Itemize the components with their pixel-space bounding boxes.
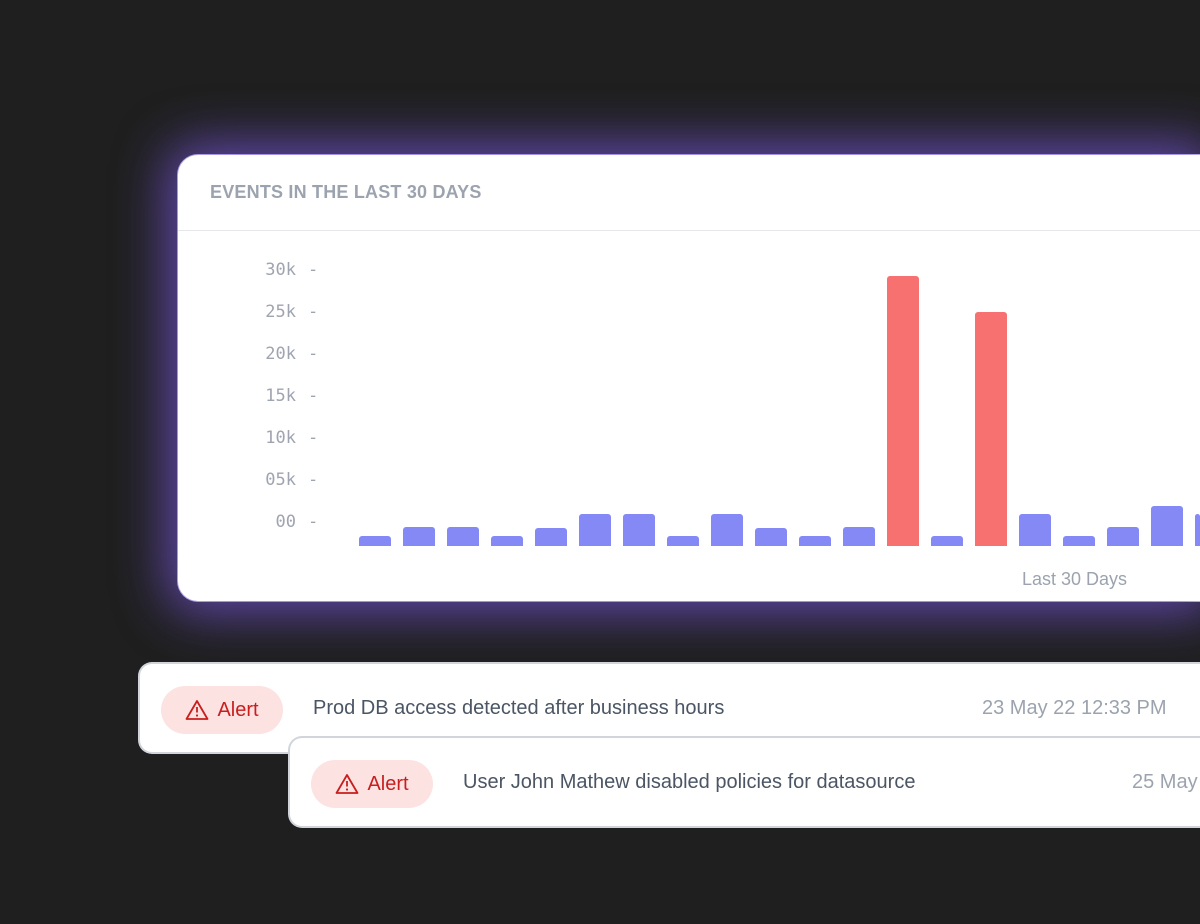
bar[interactable] <box>667 535 699 546</box>
bar[interactable] <box>491 535 523 546</box>
alert-badge-label: Alert <box>217 698 259 721</box>
alert-badge: Alert <box>161 686 283 734</box>
alert-message: Prod DB access detected after business h… <box>313 697 725 719</box>
y-tick-label: 25k <box>265 302 296 322</box>
y-tick-label: 30k <box>265 260 296 280</box>
y-tick-label: 10k <box>265 428 296 448</box>
bar-highlight[interactable] <box>887 276 919 546</box>
divider <box>178 230 1200 231</box>
y-tick-label: 05k <box>265 470 296 490</box>
bar[interactable] <box>1151 505 1183 546</box>
alert-timestamp: 23 May 22 12:33 PM <box>982 697 1167 719</box>
bar[interactable] <box>359 535 391 546</box>
bar[interactable] <box>623 514 655 546</box>
events-chart-card: EVENTS IN THE LAST 30 DAYS Last 30 Days … <box>178 155 1200 601</box>
bar[interactable] <box>843 526 875 546</box>
bar[interactable] <box>1195 514 1200 546</box>
bar[interactable] <box>1019 514 1051 546</box>
bar[interactable] <box>447 526 479 546</box>
alert-badge-label: Alert <box>367 772 409 795</box>
y-tick-label: 15k <box>265 386 296 406</box>
bar[interactable] <box>799 535 831 546</box>
card-title: EVENTS IN THE LAST 30 DAYS <box>210 182 482 202</box>
y-tick-label: 00 <box>275 512 296 532</box>
bar[interactable] <box>755 528 787 546</box>
warning-icon <box>186 700 209 720</box>
bar[interactable] <box>403 526 435 546</box>
y-tick-label: 20k <box>265 344 296 364</box>
warning-icon <box>336 774 359 794</box>
y-tick-mark: - <box>308 428 319 448</box>
alert-badge: Alert <box>311 760 433 808</box>
y-tick-mark: - <box>308 470 319 490</box>
bar[interactable] <box>1107 526 1139 546</box>
alert-message: User John Mathew disabled policies for d… <box>463 771 916 793</box>
bar-highlight[interactable] <box>975 311 1007 546</box>
bar[interactable] <box>931 535 963 546</box>
bar[interactable] <box>1063 535 1095 546</box>
y-tick-mark: - <box>308 302 319 322</box>
y-tick-mark: - <box>308 386 319 406</box>
alert-row[interactable]: Alert User John Mathew disabled policies… <box>288 736 1200 828</box>
y-tick-mark: - <box>308 260 319 280</box>
x-axis-label: Last 30 Days <box>1022 569 1128 589</box>
bar[interactable] <box>535 528 567 546</box>
y-tick-mark: - <box>308 344 319 364</box>
bar[interactable] <box>711 514 743 546</box>
y-tick-mark: - <box>308 512 319 532</box>
alert-timestamp: 25 May <box>1132 771 1198 793</box>
bar[interactable] <box>579 514 611 546</box>
